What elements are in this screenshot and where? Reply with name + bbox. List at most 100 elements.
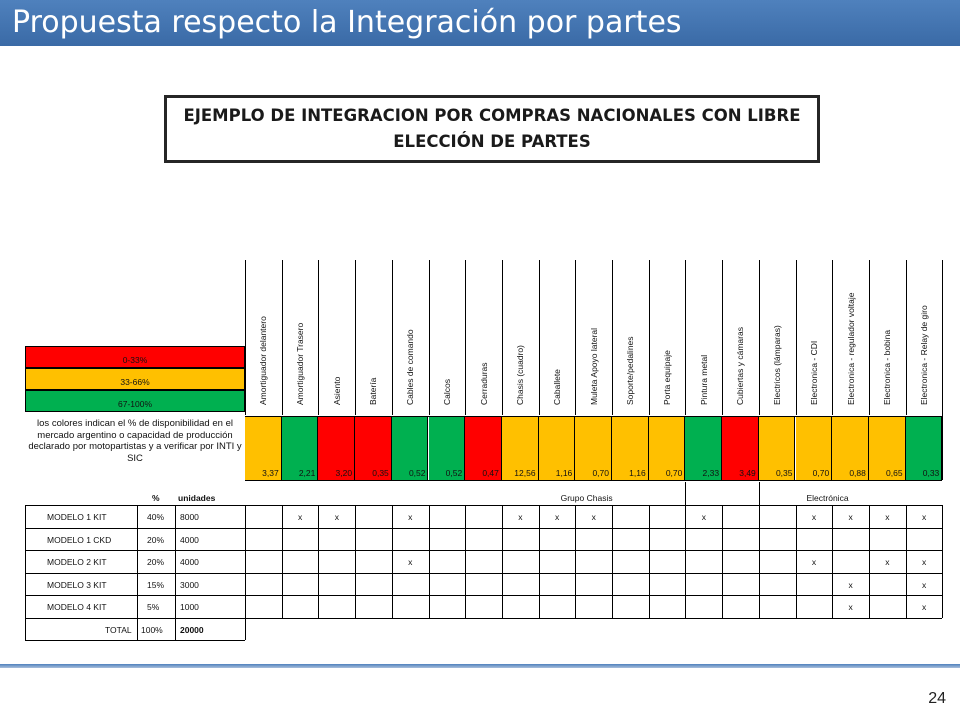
part-value: 12,56 (514, 468, 536, 478)
grid-line (245, 480, 943, 481)
grid-line (245, 260, 246, 415)
model-mark: x (848, 579, 853, 590)
part-value: 0,52 (408, 468, 426, 478)
availability-cell: 0,35 (355, 416, 392, 480)
part-header-label: Calcos (441, 379, 452, 405)
availability-cell: 0,65 (868, 416, 906, 480)
part-header-label: Asiento (331, 376, 342, 405)
grid-line (648, 505, 650, 618)
part-header: Chasis (cuadro) (502, 260, 539, 415)
availability-cell: 0,33 (905, 416, 943, 480)
model-name: MODELO 1 CKD (47, 534, 112, 545)
grid-line (25, 505, 26, 640)
model-pct: 20% (147, 557, 165, 567)
grid-line (648, 260, 650, 415)
grid-line (905, 260, 907, 415)
legend-item: 0-33% (25, 346, 245, 368)
part-value: 0,70 (812, 468, 830, 478)
grid-line (245, 416, 943, 417)
availability-cell: 0,70 (795, 416, 833, 480)
part-header: Pintura metal (685, 260, 722, 415)
model-pct: 20% (147, 534, 165, 545)
grid-line (905, 505, 907, 618)
part-header: Electronica - CDI (796, 260, 833, 415)
part-header-label: Cubiertas y cámaras (735, 327, 746, 405)
part-value: 0,65 (886, 468, 903, 478)
model-mark: x (848, 512, 853, 522)
model-mark: x (811, 557, 817, 567)
example-box: EJEMPLO DE INTEGRACION POR COMPRAS NACIO… (164, 95, 820, 163)
grid-line (391, 260, 393, 415)
model-units: 4000 (180, 557, 199, 567)
grid-line (281, 260, 283, 415)
grid-line (612, 260, 613, 415)
grid-line (538, 505, 540, 618)
availability-cell: 0,47 (465, 416, 502, 480)
model-mark: x (921, 602, 927, 612)
model-mark: x (554, 512, 560, 522)
model-units: 8000 (180, 512, 199, 522)
grid-line (281, 505, 283, 618)
part-header: Asiento (318, 260, 355, 415)
part-value: 0,70 (665, 468, 683, 478)
model-units: 4000 (180, 534, 199, 545)
slide-title: Propuesta respecto la Integración por pa… (12, 5, 682, 40)
part-header-label: Batería (368, 377, 379, 405)
grid-line (465, 260, 467, 415)
grid-line (137, 505, 138, 640)
group-electronica-header: Electrónica (806, 493, 849, 503)
grid-line (942, 505, 944, 618)
part-value: 3,37 (262, 468, 279, 478)
model-units: 3000 (180, 579, 199, 590)
availability-cell: 0,52 (391, 416, 429, 480)
part-header-label: Caballete (551, 369, 562, 405)
availability-cell: 1,16 (612, 416, 649, 480)
availability-cell: 12,56 (501, 416, 539, 480)
part-header-label: Pintura metal (698, 354, 709, 405)
grid-line (795, 505, 797, 618)
model-mark: x (885, 512, 890, 522)
legend-item: 33-66% (25, 368, 245, 390)
part-value: 0,35 (372, 468, 389, 478)
availability-cell: 2,21 (281, 416, 319, 480)
part-value: 1,16 (629, 468, 646, 478)
part-header: Muleta Apoyo lateral (575, 260, 612, 415)
model-mark: x (591, 512, 596, 522)
part-header: Amortiguador delantero (245, 260, 282, 415)
grid-line (501, 260, 503, 415)
legend-note: los colores indican el % de disponibilid… (28, 418, 242, 464)
part-header: Electronica - regulador voltaje (832, 260, 869, 415)
model-mark: x (921, 512, 927, 522)
pct-header: % (152, 493, 160, 503)
grid-line (758, 260, 760, 415)
part-header: Cubiertas y cámaras (722, 260, 759, 415)
total-label: TOTAL (105, 624, 132, 635)
model-mark: x (408, 512, 413, 522)
availability-cell: 3,49 (722, 416, 759, 480)
legend-item: 67-100% (25, 390, 245, 412)
group-chasis-header: Grupo Chasis (560, 493, 613, 503)
part-value: 2,21 (298, 468, 316, 478)
model-mark: x (811, 512, 817, 522)
part-header: Calcos (429, 260, 466, 415)
part-header: Electronica - bobina (869, 260, 906, 415)
part-header: Electronica - Relay de giro (906, 260, 943, 415)
availability-cell: 0,35 (758, 416, 796, 480)
grid-line (685, 260, 687, 415)
model-pct: 5% (147, 602, 160, 612)
part-header-label: Muleta Apoyo lateral (588, 327, 599, 405)
part-header: Cerraduras (465, 260, 502, 415)
part-value: 0,35 (775, 468, 793, 478)
part-value: 2,33 (702, 468, 720, 478)
footer-line (0, 664, 960, 668)
grid-line (832, 260, 834, 415)
model-mark: x (408, 557, 413, 567)
model-name: MODELO 4 KIT (47, 602, 107, 612)
total-units: 20000 (180, 624, 204, 635)
part-value: 1,16 (555, 468, 573, 478)
grid-line (868, 260, 870, 415)
grid-line (575, 505, 577, 618)
grid-line (758, 505, 760, 618)
part-header: Electricos (lámparas) (759, 260, 796, 415)
grid-line (868, 505, 870, 618)
